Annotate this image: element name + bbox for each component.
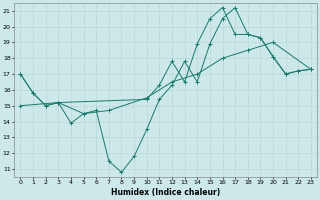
X-axis label: Humidex (Indice chaleur): Humidex (Indice chaleur) — [111, 188, 220, 197]
